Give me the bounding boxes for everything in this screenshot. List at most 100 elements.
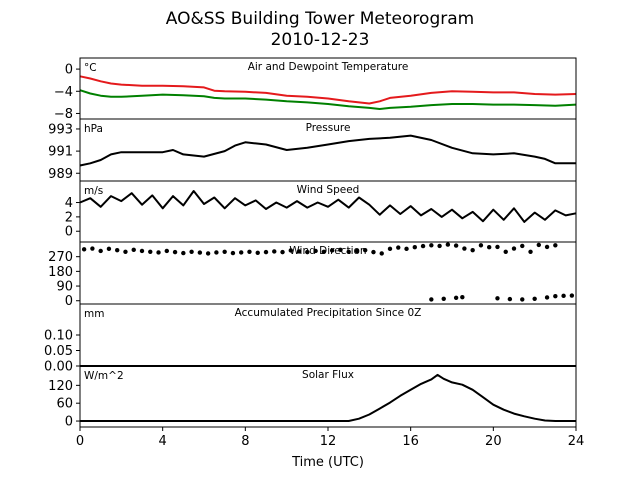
series-point (536, 242, 541, 248)
series-point (503, 249, 508, 254)
series-point (197, 250, 203, 255)
series-line-0 (79, 134, 576, 167)
series-point (139, 248, 145, 254)
series-point (507, 296, 513, 302)
x-tick-label: 8 (241, 434, 249, 449)
y-tick-label: −4 (54, 85, 73, 100)
series-point (205, 251, 211, 256)
x-tick-label: 4 (159, 434, 167, 449)
panel-unit: hPa (84, 123, 103, 135)
panel-2: 420 m/s Wind Speed (65, 180, 577, 243)
series-point (511, 246, 517, 251)
series-point (412, 245, 417, 250)
panel-title: Wind Direction (289, 245, 366, 257)
series-line-1 (79, 89, 577, 110)
series-point (321, 249, 327, 254)
series-point (460, 294, 465, 300)
y-tick-label: 0 (65, 294, 73, 309)
y-tick-label: 90 (56, 280, 73, 295)
series-point (495, 296, 500, 301)
series-point (338, 247, 343, 253)
series-point (453, 295, 459, 300)
y-tick-label: 0 (65, 415, 73, 430)
y-tick-label: 993 (48, 122, 73, 137)
series-point (98, 248, 103, 254)
panel-title: Accumulated Precipitation Since 0Z (235, 307, 422, 319)
series-point (487, 245, 492, 250)
panel-unit: °C (84, 62, 97, 74)
series-point (313, 248, 318, 254)
series-point (247, 249, 252, 254)
panel-title: Air and Dewpoint Temperature (248, 61, 409, 73)
series-point (148, 249, 153, 254)
series-point (553, 243, 558, 248)
series-point (230, 250, 236, 256)
y-tick-label: 989 (48, 167, 73, 182)
series-point (214, 250, 219, 255)
series-point (420, 243, 426, 249)
y-tick-label: 270 (48, 250, 73, 265)
series-point (495, 244, 500, 250)
series-point (544, 295, 550, 300)
y-tick-label: −8 (54, 107, 73, 122)
series-point (553, 293, 558, 299)
series-line-0 (79, 190, 577, 223)
series-point (288, 248, 293, 253)
series-point (263, 249, 269, 255)
panel-title: Pressure (306, 122, 351, 134)
y-tick-label: 60 (56, 397, 73, 412)
panel-1: 993 991 989 hPa Pressure (48, 118, 577, 182)
series-point (239, 250, 244, 255)
series-point (305, 249, 310, 255)
series-point (371, 249, 376, 255)
x-tick-label: 20 (485, 434, 502, 449)
y-tick-label: 180 (48, 265, 73, 280)
series-point (363, 247, 368, 253)
panel-unit: W/m^2 (84, 370, 124, 382)
y-tick-label: 0 (65, 225, 73, 240)
series-point (528, 249, 533, 254)
x-tick-label: 16 (402, 434, 419, 449)
x-tick-label: 12 (320, 434, 337, 449)
y-tick-label: 4 (65, 196, 73, 211)
panel-0: 0 −4 −8 °C Air and Dewpoint Temperature (54, 57, 577, 122)
series-line-0 (79, 75, 577, 105)
series-point (81, 247, 87, 252)
series-point (404, 246, 409, 252)
series-point (106, 246, 112, 252)
series-point (131, 247, 136, 253)
series-point (478, 243, 484, 248)
series-point (156, 250, 161, 255)
series-point (470, 247, 475, 253)
series-point (437, 243, 442, 249)
series-point (354, 248, 360, 254)
series-point (172, 249, 178, 255)
series-point (189, 249, 194, 254)
series-point (429, 243, 434, 248)
y-tick-label: 0.05 (44, 344, 73, 359)
series-point (387, 246, 393, 252)
series-point (280, 249, 285, 255)
series-point (396, 245, 401, 250)
panel-title: Solar Flux (302, 369, 354, 381)
panel-unit: m/s (84, 185, 103, 197)
series-point (520, 297, 525, 302)
series-point (90, 246, 95, 251)
series-point (123, 249, 128, 254)
y-tick-label: 0.10 (44, 329, 73, 344)
series-point (272, 249, 277, 254)
panel-title: Wind Speed (297, 184, 360, 196)
panels-group: 0−4−8°C Air and Dewpoint Temperature99399… (44, 57, 584, 449)
series-point (329, 248, 335, 253)
series-point (222, 249, 227, 254)
series-point (115, 247, 120, 253)
y-tick-label: 120 (48, 379, 73, 394)
series-point (544, 244, 550, 250)
series-point (164, 248, 169, 254)
figure-title: AO&SS Building Tower Meteorogram (166, 9, 474, 29)
series-point (462, 246, 467, 251)
series-point (379, 251, 384, 256)
series-point (181, 250, 186, 256)
y-tick-label: 991 (48, 145, 73, 160)
series-point (445, 242, 451, 247)
